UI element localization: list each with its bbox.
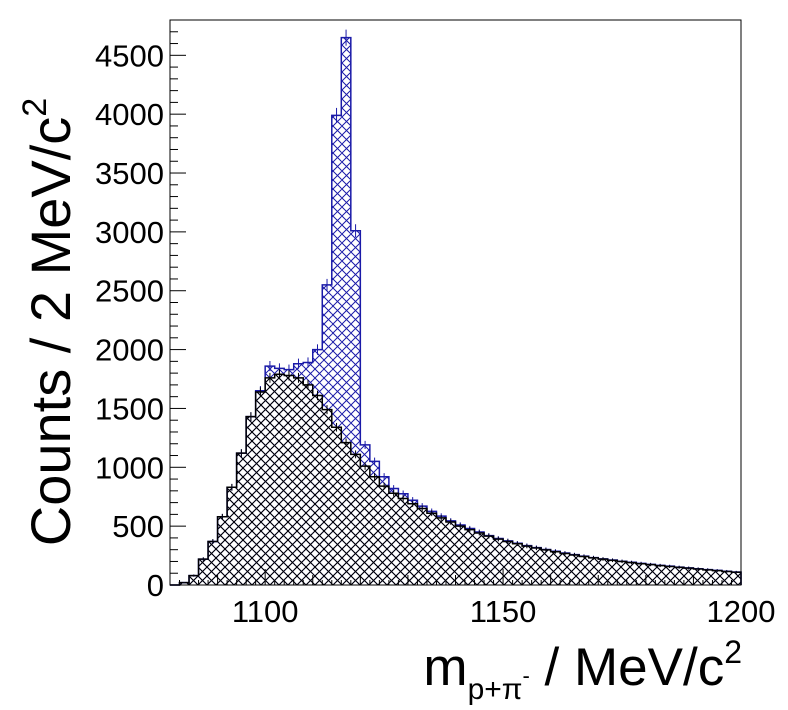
background-bin: [617, 561, 627, 585]
background-bin: [550, 551, 561, 585]
background-bin: [388, 493, 399, 585]
background-bin: [303, 384, 313, 585]
background-bin: [227, 487, 237, 585]
x-axis-title: mp+π- / MeV/c2: [423, 634, 742, 706]
background-bin: [284, 375, 294, 585]
background-bin: [312, 395, 323, 585]
background-bin: [721, 571, 732, 585]
y-tick-label: 3500: [95, 156, 164, 191]
y-tick-label: 4000: [95, 97, 164, 132]
background-histogram: [179, 374, 741, 585]
y-axis-title-sup: 2: [16, 98, 54, 117]
background-bin: [636, 563, 646, 585]
background-bin: [322, 409, 332, 585]
x-axis-title-rest: / MeV/c: [530, 638, 724, 697]
background-bin: [512, 543, 523, 585]
total-bin: [331, 115, 342, 585]
background-bin: [198, 559, 209, 585]
background-bin: [645, 564, 656, 585]
background-bin: [598, 559, 608, 585]
error-bars: [183, 29, 737, 584]
background-bin: [236, 453, 247, 585]
background-bin: [712, 570, 722, 585]
background-bin: [655, 565, 665, 585]
y-tick-label: 3000: [95, 215, 164, 250]
y-axis-ticks: 0 500 1000 1500 2000 2500 3000 3500 4000 4500: [95, 19, 186, 603]
y-tick-label: 4500: [95, 38, 164, 73]
x-axis-title-sub-sup: -: [522, 663, 529, 688]
background-bin: [379, 486, 389, 585]
background-bin: [683, 568, 694, 585]
background-bin: [607, 560, 618, 585]
background-bin: [445, 522, 456, 585]
background-bin: [522, 546, 532, 585]
background-bin: [664, 566, 675, 585]
background-bin: [693, 568, 703, 585]
background-bin: [493, 539, 504, 585]
background-bin: [360, 466, 370, 585]
background-bin: [702, 569, 713, 585]
background-bin: [217, 516, 228, 585]
background-bin: [484, 536, 494, 585]
x-tick-label: 1200: [707, 594, 776, 629]
background-bin: [465, 529, 475, 585]
background-bin: [731, 572, 741, 585]
x-axis-title-sub: p+π: [468, 673, 523, 706]
background-bin: [208, 541, 218, 585]
background-bin: [579, 556, 589, 585]
background-bin: [398, 498, 408, 585]
y-tick-label: 2500: [95, 274, 164, 309]
y-tick-label: 1000: [95, 450, 164, 485]
background-bin: [626, 562, 637, 585]
background-bin: [426, 513, 437, 585]
background-bin: [531, 548, 542, 585]
background-bin: [588, 557, 599, 585]
x-tick-label: 1150: [470, 594, 537, 629]
background-bin: [569, 554, 580, 585]
y-tick-label: 500: [112, 509, 164, 544]
y-axis-title-main: Counts / 2 MeV/c: [19, 117, 82, 547]
total-bin: [341, 37, 351, 585]
y-tick-label: 2000: [95, 333, 164, 368]
y-tick-label: 0: [147, 568, 164, 603]
background-bin: [179, 582, 190, 585]
x-axis-title-sup: 2: [724, 634, 742, 670]
background-bin: [407, 503, 418, 585]
background-bin: [246, 416, 256, 585]
background-bin: [674, 567, 684, 585]
x-axis-title-main: m: [423, 638, 467, 697]
background-bin: [331, 427, 342, 585]
total-bin: [350, 230, 361, 585]
background-bin: [274, 374, 285, 585]
background-bin: [474, 532, 485, 585]
background-bin: [417, 508, 427, 585]
background-bin: [541, 549, 551, 585]
y-axis-title: Counts / 2 MeV/c2: [16, 98, 82, 546]
background-bin: [265, 377, 275, 585]
x-axis-ticks: 1100 1150 1200: [169, 569, 776, 629]
y-tick-label: 1500: [95, 391, 164, 426]
background-histogram-outline: [170, 373, 742, 586]
background-bin: [369, 476, 380, 585]
background-bin: [436, 517, 446, 585]
background-bin: [255, 391, 266, 585]
x-tick-label: 1100: [232, 594, 299, 629]
background-bin: [293, 377, 304, 585]
background-bin: [455, 526, 466, 585]
background-bin: [503, 541, 513, 585]
background-bin: [189, 575, 199, 585]
background-bin: [560, 553, 570, 585]
background-bin: [341, 442, 351, 585]
background-bin: [350, 454, 361, 585]
